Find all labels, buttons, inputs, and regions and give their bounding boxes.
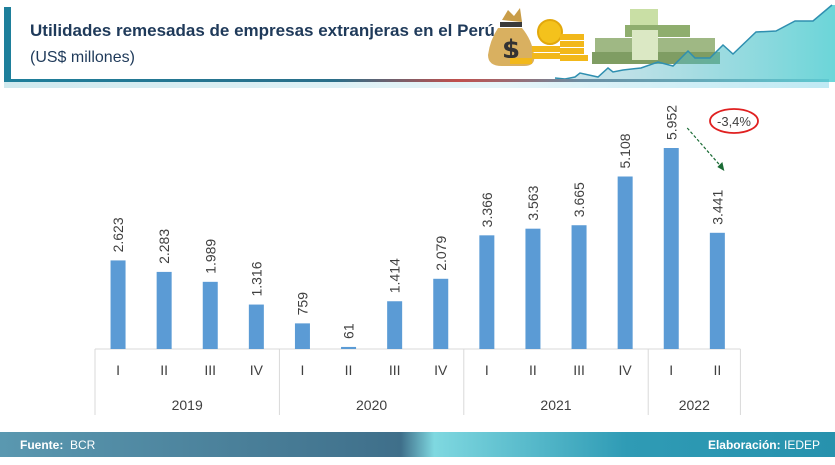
source-note: Fuente: BCR [20, 438, 95, 452]
growth-line-icon [554, 4, 835, 82]
bar-chart: 2.623 2.283 1.989 1.316 759 61 1.414 2.079 3.366… [94, 105, 759, 415]
gold-coins-icon [510, 19, 588, 64]
bar-2019-III [202, 281, 218, 349]
source-value: BCR [70, 438, 96, 452]
cash-stack-icon [592, 9, 720, 64]
quarter-label: II [345, 362, 353, 378]
annotation-circle [709, 108, 759, 134]
bar-2020-I [294, 323, 310, 349]
bar-2019-II [156, 271, 172, 349]
data-label-2022-II: 3.441 [709, 190, 725, 225]
quarter-label: I [669, 362, 673, 378]
bar-2021-III [571, 225, 587, 349]
quarter-label: III [389, 362, 401, 378]
credit-value: IEDEP [783, 438, 820, 452]
data-label-2021-I: 3.366 [479, 192, 495, 227]
svg-text:$: $ [502, 35, 520, 65]
data-label-2020-II: 61 [341, 323, 357, 339]
data-label-2019-III: 1.989 [202, 239, 218, 274]
quarter-label: III [573, 362, 585, 378]
data-label-2021-IV: 5.108 [617, 133, 633, 168]
quarter-label: IV [434, 362, 448, 378]
data-label-2022-I: 5.952 [663, 105, 679, 140]
header-underline-band [4, 82, 829, 88]
header-divider [4, 79, 829, 82]
bar-2019-I [110, 260, 126, 349]
data-label-2020-IV: 2.079 [433, 236, 449, 271]
data-label-2021-III: 3.665 [571, 182, 587, 217]
data-label-2019-IV: 1.316 [248, 261, 264, 296]
data-label-2020-III: 1.414 [387, 258, 403, 293]
money-bag-icon: $ [488, 8, 535, 66]
quarter-label: II [529, 362, 537, 378]
header-decoration: $ [488, 4, 835, 82]
year-label-2022: 2022 [679, 397, 710, 413]
quarter-label: I [485, 362, 489, 378]
source-label: Fuente: [20, 438, 64, 452]
data-label-2021-II: 3.563 [525, 185, 541, 220]
data-label-2019-II: 2.283 [156, 229, 172, 264]
quarter-label: II [160, 362, 168, 378]
bar-2020-IV [433, 278, 449, 349]
bar-2021-IV [617, 176, 633, 349]
quarter-label: I [301, 362, 305, 378]
quarter-label: IV [619, 362, 633, 378]
bar-2020-II [341, 346, 357, 349]
year-label-2021: 2021 [540, 397, 571, 413]
bar-2021-I [479, 235, 495, 349]
year-label-2019: 2019 [172, 397, 203, 413]
data-label-2019-I: 2.623 [110, 217, 126, 252]
quarter-label: IV [250, 362, 264, 378]
credit-label: Elaboración: [707, 438, 781, 452]
bar-2021-II [525, 228, 541, 349]
chart-subtitle: (US$ millones) [30, 49, 135, 66]
bar-2020-III [387, 301, 403, 349]
quarter-label: I [116, 362, 120, 378]
header-accent-bar [4, 7, 11, 80]
quarter-label: III [204, 362, 216, 378]
annotation-arrowhead [717, 162, 725, 171]
bar-2019-IV [248, 304, 264, 349]
credit-note: Elaboración: IEDEP [708, 438, 820, 452]
bar-2022-II [709, 232, 725, 349]
annotation-arrow [686, 127, 723, 169]
chart-header: Utilidades remesadas de empresas extranj… [0, 0, 835, 90]
footer-bar: Fuente: BCR Elaboración: IEDEP [0, 432, 835, 457]
bar-2022-I [663, 148, 679, 349]
data-label-2020-I: 759 [294, 292, 310, 316]
chart-title: Utilidades remesadas de empresas extranj… [30, 21, 495, 40]
annotation-label: -3,4% [717, 114, 751, 129]
year-label-2020: 2020 [356, 397, 387, 413]
quarter-label: II [713, 362, 721, 378]
